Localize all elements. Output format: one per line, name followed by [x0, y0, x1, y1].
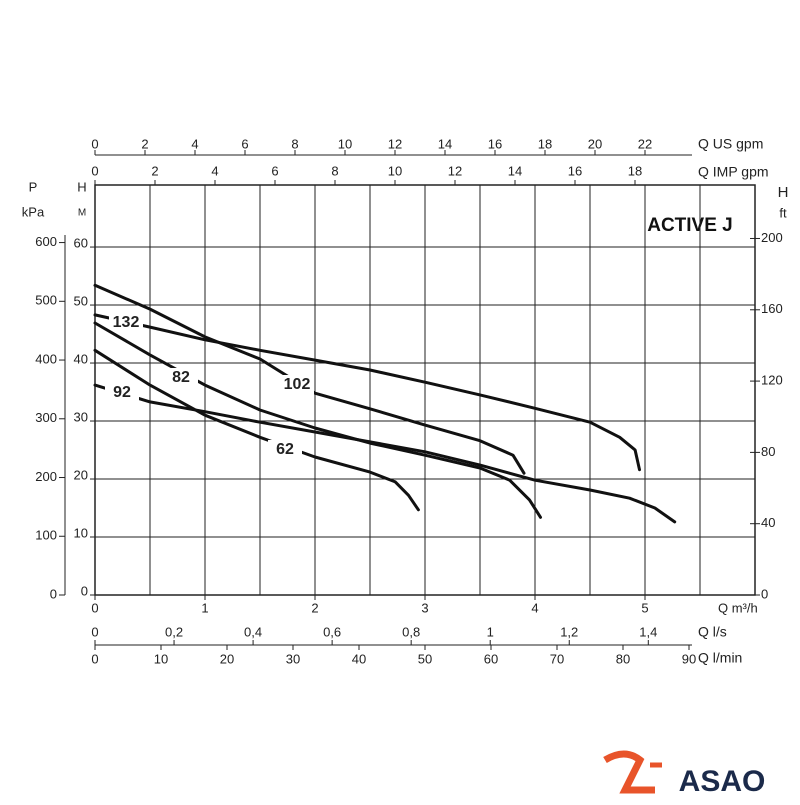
secondary-tick-label: 0,8: [402, 624, 420, 639]
secondary-tick-label: 70: [550, 651, 564, 666]
secondary-tick-label: 8: [291, 136, 298, 151]
pressure-tick-label: 400: [35, 351, 57, 366]
secondary-tick-label: 6: [271, 163, 278, 178]
curve-label: 92: [113, 384, 131, 401]
feet-axis-label: H: [778, 184, 789, 201]
curve-label: 132: [113, 314, 140, 331]
curve-label-bg: [109, 313, 143, 333]
secondary-tick-label: 14: [438, 136, 452, 151]
feet-tick-label: 120: [761, 373, 783, 388]
secondary-tick-label: 2: [141, 136, 148, 151]
secondary-tick-label: 90: [682, 651, 696, 666]
secondary-tick-label: 10: [338, 136, 352, 151]
secondary-tick-label: 4: [211, 163, 218, 178]
y-axis-label: H: [77, 179, 86, 194]
secondary-tick-label: 0,6: [323, 624, 341, 639]
secondary-tick-label: 1: [487, 624, 494, 639]
pump-curve: [93, 348, 420, 512]
secondary-tick-label: 8: [331, 163, 338, 178]
curve-label-bg: [280, 375, 314, 395]
secondary-tick-label: 14: [508, 163, 522, 178]
feet-tick-label: 40: [761, 515, 775, 530]
pressure-tick-label: 500: [35, 293, 57, 308]
x-tick-label: 3: [421, 600, 428, 615]
y-tick-label: 10: [74, 525, 88, 540]
secondary-tick-label: 2: [151, 163, 158, 178]
curve-label: 82: [172, 369, 190, 386]
pressure-axis-label: P: [29, 179, 38, 194]
secondary-tick-label: 50: [418, 651, 432, 666]
curve-label-bg: [268, 440, 302, 460]
curve-label-bg: [105, 383, 139, 403]
feet-tick-label: 200: [761, 230, 783, 245]
secondary-tick-label: 0,4: [244, 624, 262, 639]
secondary-tick-label: 0: [91, 163, 98, 178]
y-tick-label: 40: [74, 351, 88, 366]
logo-text: ASAO: [679, 765, 766, 798]
secondary-tick-label: 0: [91, 624, 98, 639]
x-tick-label: 4: [531, 600, 538, 615]
logo-mark: [603, 750, 655, 794]
secondary-tick-label: 18: [538, 136, 552, 151]
secondary-tick-label: 80: [616, 651, 630, 666]
secondary-tick-label: 22: [638, 136, 652, 151]
x-axis-label: Q m³/h: [718, 600, 758, 615]
feet-tick-label: 80: [761, 444, 775, 459]
secondary-tick-label: 0: [91, 136, 98, 151]
x-tick-label: 2: [311, 600, 318, 615]
y-tick-label: 30: [74, 409, 88, 424]
curve-label: 102: [284, 376, 311, 393]
pump-curve: [93, 313, 641, 472]
curve-label-bg: [164, 368, 198, 388]
secondary-axis-label: Q IMP gpm: [698, 164, 769, 180]
curve-label: 62: [276, 441, 294, 458]
secondary-axis-label: Q l/min: [698, 650, 742, 666]
secondary-tick-label: 40: [352, 651, 366, 666]
secondary-tick-label: 18: [628, 163, 642, 178]
secondary-tick-label: 0: [91, 651, 98, 666]
secondary-tick-label: 12: [388, 136, 402, 151]
secondary-tick-label: 20: [220, 651, 234, 666]
y-tick-label: 20: [74, 467, 88, 482]
y-tick-label: 60: [74, 235, 88, 250]
pressure-tick-label: 0: [50, 586, 57, 601]
secondary-tick-label: 0,2: [165, 624, 183, 639]
secondary-tick-label: 16: [568, 163, 582, 178]
pressure-axis-label: kPa: [22, 204, 45, 219]
y-tick-label: 0: [81, 583, 88, 598]
secondary-tick-label: 20: [588, 136, 602, 151]
pressure-tick-label: 200: [35, 469, 57, 484]
feet-tick-label: 0: [761, 586, 768, 601]
x-tick-label: 0: [91, 600, 98, 615]
chart-title: ACTIVE J: [647, 215, 733, 236]
pump-curve: [93, 383, 677, 524]
pump-curve: [93, 283, 526, 475]
x-tick-label: 5: [641, 600, 648, 615]
secondary-tick-label: 30: [286, 651, 300, 666]
pressure-tick-label: 300: [35, 410, 57, 425]
secondary-tick-label: 16: [488, 136, 502, 151]
y-tick-label: 50: [74, 293, 88, 308]
secondary-tick-label: 4: [191, 136, 198, 151]
y-axis-label: M: [78, 208, 86, 219]
feet-tick-label: 160: [761, 301, 783, 316]
pressure-tick-label: 100: [35, 528, 57, 543]
secondary-tick-label: 60: [484, 651, 498, 666]
secondary-tick-label: 6: [241, 136, 248, 151]
x-tick-label: 1: [201, 600, 208, 615]
secondary-tick-label: 10: [154, 651, 168, 666]
secondary-tick-label: 12: [448, 163, 462, 178]
feet-axis-label: ft: [779, 205, 787, 220]
secondary-axis-label: Q l/s: [698, 624, 727, 640]
secondary-axis-label: Q US gpm: [698, 136, 763, 152]
secondary-tick-label: 1,4: [639, 624, 657, 639]
secondary-tick-label: 10: [388, 163, 402, 178]
secondary-tick-label: 1,2: [560, 624, 578, 639]
pressure-tick-label: 600: [35, 234, 57, 249]
logo-icon: [603, 750, 662, 794]
